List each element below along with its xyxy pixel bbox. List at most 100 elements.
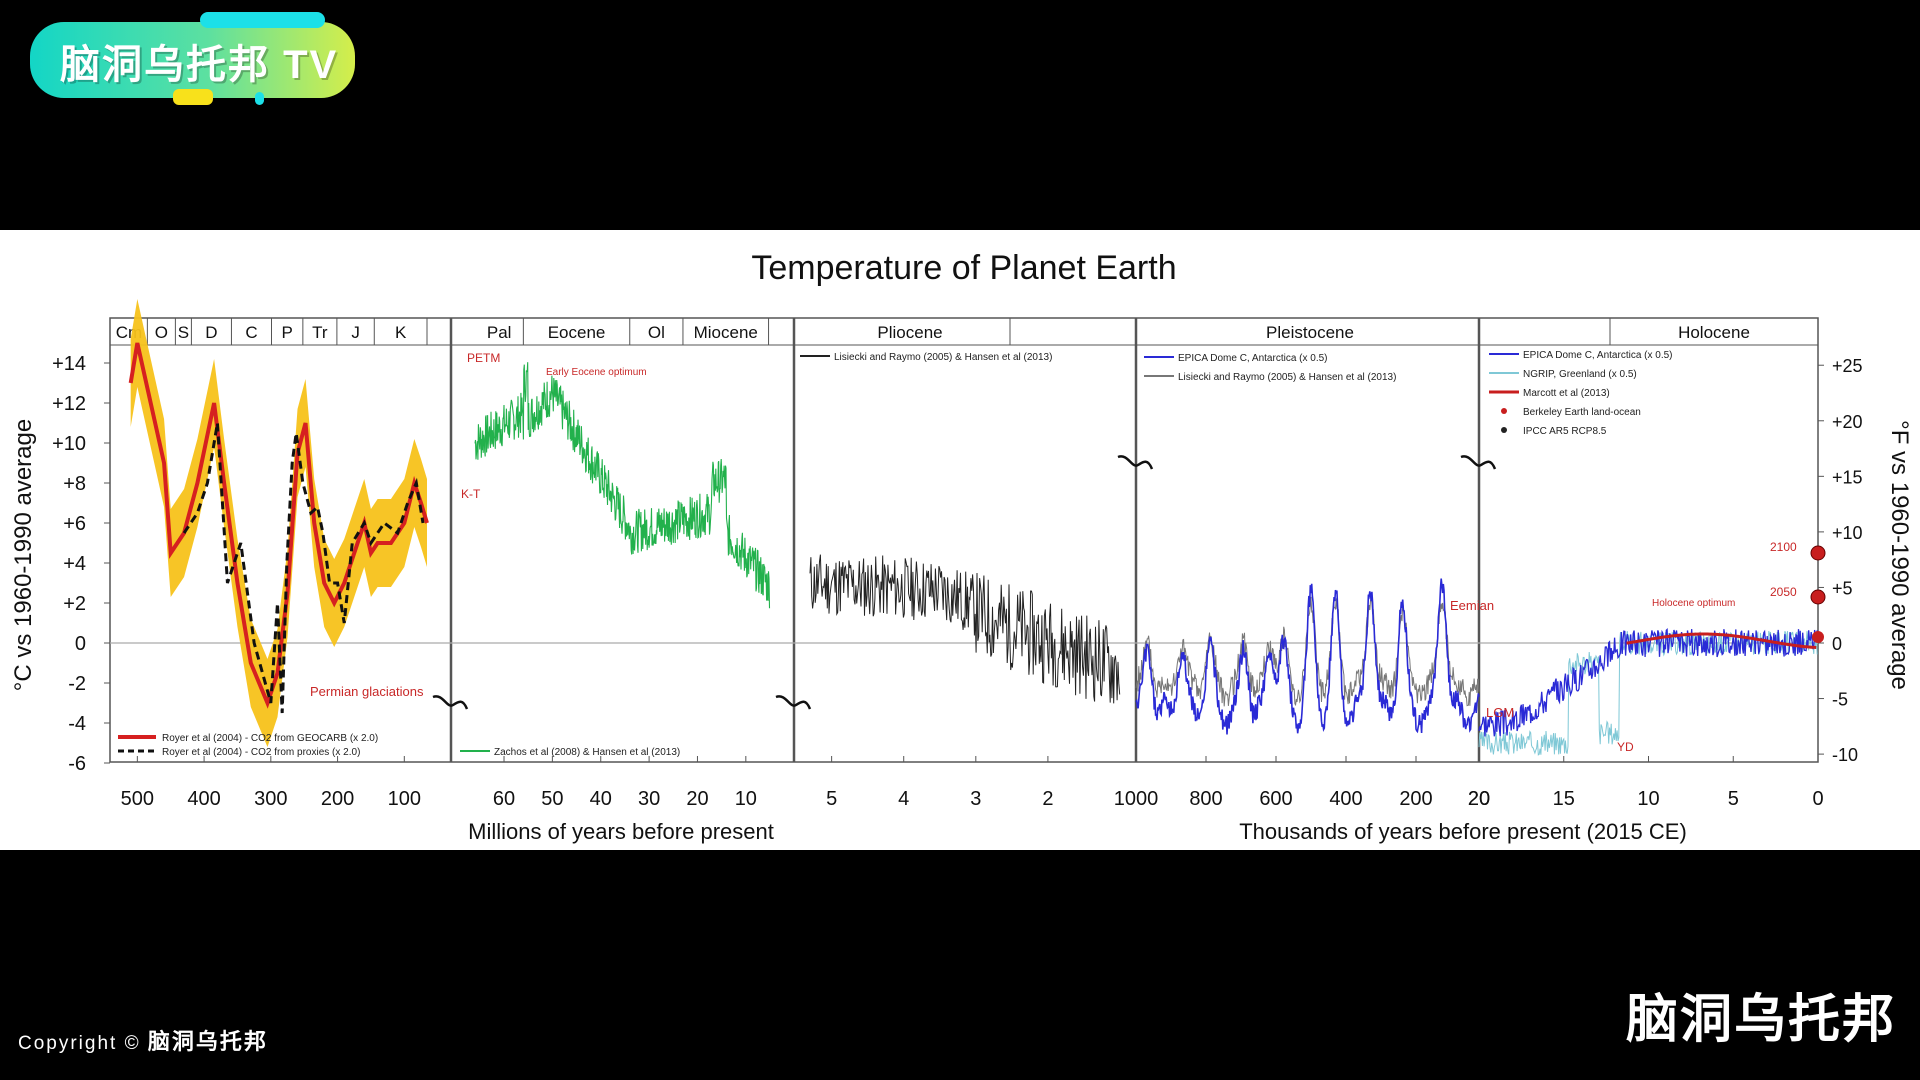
series-line-epica-holocene bbox=[1478, 627, 1818, 737]
x-tick-label: 20 bbox=[1468, 788, 1490, 810]
y-tick-label-left: +12 bbox=[52, 393, 86, 415]
legend-entry-lisiecki-p4: Lisiecki and Raymo (2005) & Hansen et al… bbox=[1178, 372, 1396, 383]
x-tick-label: 15 bbox=[1553, 788, 1575, 810]
y-tick-label-left: -6 bbox=[68, 753, 86, 775]
legend-entry-ngrip: NGRIP, Greenland (x 0.5) bbox=[1523, 369, 1637, 380]
legend-entry-epica-p4: EPICA Dome C, Antarctica (x 0.5) bbox=[1178, 353, 1328, 364]
uncertainty-band bbox=[130, 299, 427, 747]
x-axis-label-right: Thousands of years before present (2015 … bbox=[1239, 819, 1687, 844]
data-point-berkeley bbox=[1812, 631, 1824, 643]
legend-entry-epica-p5: EPICA Dome C, Antarctica (x 0.5) bbox=[1523, 350, 1673, 361]
watermark: 脑洞乌托邦 bbox=[1625, 991, 1896, 1049]
period-label: Miocene bbox=[694, 323, 758, 342]
scale-break-icon bbox=[432, 695, 469, 710]
x-tick-label: 500 bbox=[121, 788, 154, 810]
y-tick-label-left: +14 bbox=[52, 353, 86, 375]
legend-entry-zachos: Zachos et al (2008) & Hansen et al (2013… bbox=[494, 747, 680, 758]
y-tick-label-right: +25 bbox=[1832, 356, 1863, 376]
period-label: O bbox=[155, 323, 168, 342]
annotation-early-eocene: Early Eocene optimum bbox=[546, 367, 647, 378]
scale-break-icon bbox=[1117, 455, 1154, 470]
y-tick-label-right: -5 bbox=[1832, 690, 1848, 710]
x-tick-label: 4 bbox=[898, 788, 909, 810]
y-tick-label-left: +8 bbox=[63, 473, 86, 495]
legend-entry-ipcc: IPCC AR5 RCP8.5 bbox=[1523, 426, 1607, 437]
period-label: Holocene bbox=[1678, 323, 1750, 342]
y-tick-label-left: +4 bbox=[63, 553, 86, 575]
x-tick-label: 30 bbox=[638, 788, 660, 810]
x-tick-label: 20 bbox=[686, 788, 708, 810]
series-line-marcott bbox=[1626, 632, 1817, 649]
x-tick-label: 60 bbox=[493, 788, 515, 810]
x-tick-label: 200 bbox=[321, 788, 354, 810]
y-tick-label-left: +10 bbox=[52, 433, 86, 455]
x-tick-label: 200 bbox=[1399, 788, 1432, 810]
y-tick-label-left: -2 bbox=[68, 673, 86, 695]
x-tick-label: 300 bbox=[254, 788, 287, 810]
x-tick-label: 2 bbox=[1042, 788, 1053, 810]
x-tick-label: 400 bbox=[1329, 788, 1362, 810]
y-tick-label-right: +20 bbox=[1832, 412, 1863, 432]
copyright: Copyright © 脑洞乌托邦 bbox=[18, 1024, 268, 1056]
x-tick-label: 100 bbox=[388, 788, 421, 810]
legend-entry-royer-geocarb: Royer et al (2004) - CO2 from GEOCARB (x… bbox=[162, 733, 378, 744]
period-label: Pliocene bbox=[877, 323, 942, 342]
temperature-chart: Temperature of Planet Earth °C vs 1960-1… bbox=[10, 249, 1913, 844]
period-label: K bbox=[395, 323, 407, 342]
y-tick-label-right: 0 bbox=[1832, 634, 1842, 654]
y-tick-label-right: +5 bbox=[1832, 578, 1853, 598]
x-tick-label: 0 bbox=[1812, 788, 1823, 810]
data-point-projection bbox=[1810, 589, 1826, 605]
series-line-lisiecki bbox=[809, 554, 1121, 704]
annotation-kt: K-T bbox=[461, 487, 481, 501]
period-label: D bbox=[205, 323, 217, 342]
logo-decoration bbox=[200, 12, 325, 28]
period-label: S bbox=[178, 323, 189, 342]
legend-swatch bbox=[1501, 427, 1507, 433]
y-tick-label-left: 0 bbox=[75, 633, 86, 655]
legend-entry-berkeley: Berkeley Earth land-ocean bbox=[1523, 407, 1641, 418]
period-label: C bbox=[245, 323, 257, 342]
chart-panel: Temperature of Planet Earth °C vs 1960-1… bbox=[0, 230, 1920, 850]
x-tick-label: 3 bbox=[970, 788, 981, 810]
scale-break-icon bbox=[1460, 455, 1497, 470]
series-line-epica bbox=[1135, 578, 1480, 735]
projection-label-2100: 2100 bbox=[1770, 540, 1797, 554]
x-tick-label: 800 bbox=[1189, 788, 1222, 810]
y-tick-label-right: +15 bbox=[1832, 467, 1863, 487]
y-axis-label-right: °F vs 1960-1990 average bbox=[1886, 420, 1913, 690]
annotation-permian: Permian glaciations bbox=[310, 684, 424, 699]
x-tick-label: 10 bbox=[735, 788, 757, 810]
x-tick-label: 10 bbox=[1637, 788, 1659, 810]
copyright-symbol: © bbox=[124, 1033, 141, 1054]
period-label: Eocene bbox=[548, 323, 606, 342]
channel-logo: 脑洞乌托邦 TV bbox=[30, 12, 355, 105]
x-tick-label: 5 bbox=[1728, 788, 1739, 810]
logo-decoration bbox=[255, 92, 264, 105]
y-tick-label-left: +2 bbox=[63, 593, 86, 615]
annotation-petm: PETM bbox=[467, 351, 500, 365]
legend-entry-royer-proxies: Royer et al (2004) - CO2 from proxies (x… bbox=[162, 747, 360, 758]
y-tick-label-right: +10 bbox=[1832, 523, 1863, 543]
annotation-lgm: LGM bbox=[1486, 705, 1514, 720]
legend-entry-lisiecki-p3: Lisiecki and Raymo (2005) & Hansen et al… bbox=[834, 352, 1052, 363]
annotation-yd: YD bbox=[1617, 740, 1634, 754]
logo-text: 脑洞乌托邦 TV bbox=[60, 43, 339, 87]
period-label: Pal bbox=[487, 323, 512, 342]
period-label: Pleistocene bbox=[1266, 323, 1354, 342]
series-line-zachos bbox=[474, 362, 771, 609]
x-tick-label: 1000 bbox=[1114, 788, 1159, 810]
annotation-holocene-optimum: Holocene optimum bbox=[1652, 598, 1735, 609]
chart-title: Temperature of Planet Earth bbox=[751, 249, 1176, 287]
x-tick-label: 50 bbox=[541, 788, 563, 810]
period-label: P bbox=[282, 323, 293, 342]
scale-break-icon bbox=[775, 695, 812, 710]
x-tick-label: 400 bbox=[187, 788, 220, 810]
copyright-brand: 脑洞乌托邦 bbox=[147, 1029, 268, 1054]
y-tick-label-left: -4 bbox=[68, 713, 86, 735]
x-tick-label: 600 bbox=[1259, 788, 1292, 810]
projection-label-2050: 2050 bbox=[1770, 585, 1797, 599]
legend-entry-marcott: Marcott et al (2013) bbox=[1523, 388, 1610, 399]
data-point-projection bbox=[1810, 545, 1826, 561]
x-tick-label: 5 bbox=[826, 788, 837, 810]
